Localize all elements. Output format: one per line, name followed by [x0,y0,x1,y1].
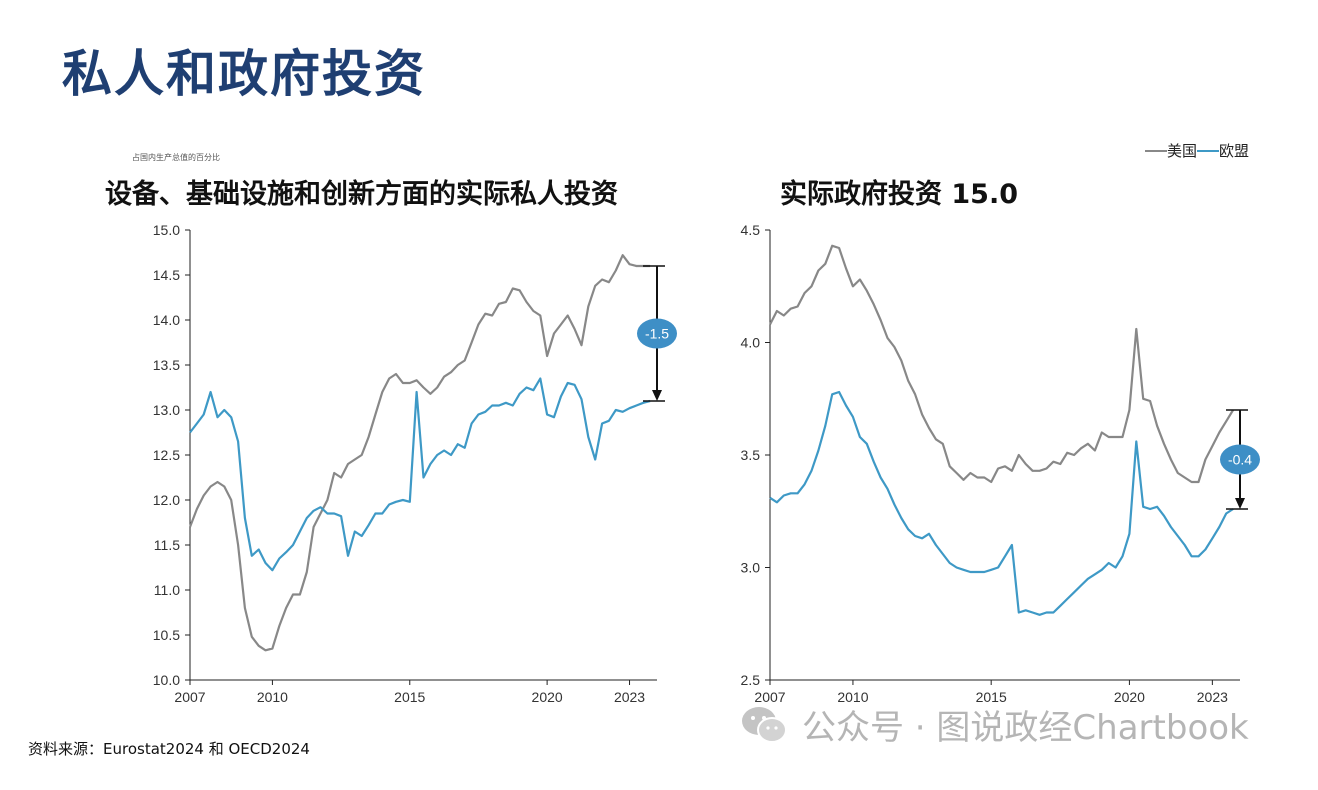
right-chart-y-tick-label-0: 2.5 [741,672,761,688]
left-chart-y-tick-label-3: 11.5 [154,537,180,553]
right-chart-y-tick-label-1: 3.0 [741,560,761,576]
legend-eu-label: 欧盟 [1219,142,1250,160]
left-chart-series-eu-line [189,377,651,572]
left-chart-x-tick-label-4: 2023 [614,689,645,705]
left-chart-gap-badge-label: -1.5 [645,326,669,342]
left-chart-y-tick-label-8: 14.0 [153,312,180,328]
left-chart-x-tick-label-3: 2020 [532,689,563,705]
left-chart-x-tick-label-2: 2015 [394,689,425,705]
left-chart-x-tick-label-1: 2010 [257,689,288,705]
left-chart-y-tick-label-6: 13.0 [153,402,180,418]
right-chart-y-tick-label-3: 4.0 [741,335,761,351]
left-chart-y-tick-label-4: 12.0 [153,492,180,508]
legend-us-swatch [1145,149,1167,152]
page-title: 私人和政府投资 [62,45,426,103]
left-chart-y-tick-label-9: 14.5 [153,267,180,283]
left-chart-y-tick-label-7: 13.5 [153,357,180,373]
right-chart-y-tick-label-4: 4.5 [741,222,761,238]
left-chart-series-us-line [188,254,651,652]
right-chart-series-us-line [769,244,1235,484]
right-chart-series-eu-line [769,390,1234,616]
legend-us-label: 美国 [1167,142,1198,160]
right-chart-x-tick-label-0: 2007 [754,689,785,705]
right-chart-x-tick-label-3: 2020 [1114,689,1145,705]
left-chart-y-tick-label-10: 15.0 [153,222,180,238]
legend-eu-swatch [1197,149,1220,152]
left-chart-title: 设备、基础设施和创新方面的实际私人投资 [105,179,618,210]
left-chart-gap-arrow-head [652,390,662,401]
right-chart-x-tick-label-1: 2010 [837,689,868,705]
watermark-text: 公众号 · 图说政经Chartbook [802,708,1249,748]
right-chart-x-tick-label-4: 2023 [1197,689,1228,705]
wechat-icon [742,706,787,743]
watermark: 公众号 · 图说政经Chartbook [740,700,1249,749]
right-chart-title: 实际政府投资 15.0 [780,179,1019,210]
right-chart-gap-badge-label: -0.4 [1228,452,1252,468]
right-chart-x-tick-label-2: 2015 [976,689,1007,705]
legend: 美国 欧盟 [1145,140,1249,161]
right-chart-y-tick-label-2: 3.5 [741,447,761,463]
left-chart-y-tick-label-1: 10.5 [153,627,180,643]
left-chart-y-tick-label-2: 11.0 [154,582,180,598]
right-chart-gap-badge [1220,444,1260,475]
left-chart-y-tick-label-5: 12.5 [153,447,180,463]
left-chart-gap-badge [637,318,677,349]
right-chart-gap-arrow-head [1235,498,1245,509]
left-chart-y-tick-label-0: 10.0 [153,672,180,688]
left-chart-x-tick-label-0: 2007 [174,689,205,705]
source-note: 资料来源：Eurostat2024 和 OECD2024 [28,740,310,758]
y-axis-unit-note: 占国内生产总值的百分比 [132,153,220,162]
